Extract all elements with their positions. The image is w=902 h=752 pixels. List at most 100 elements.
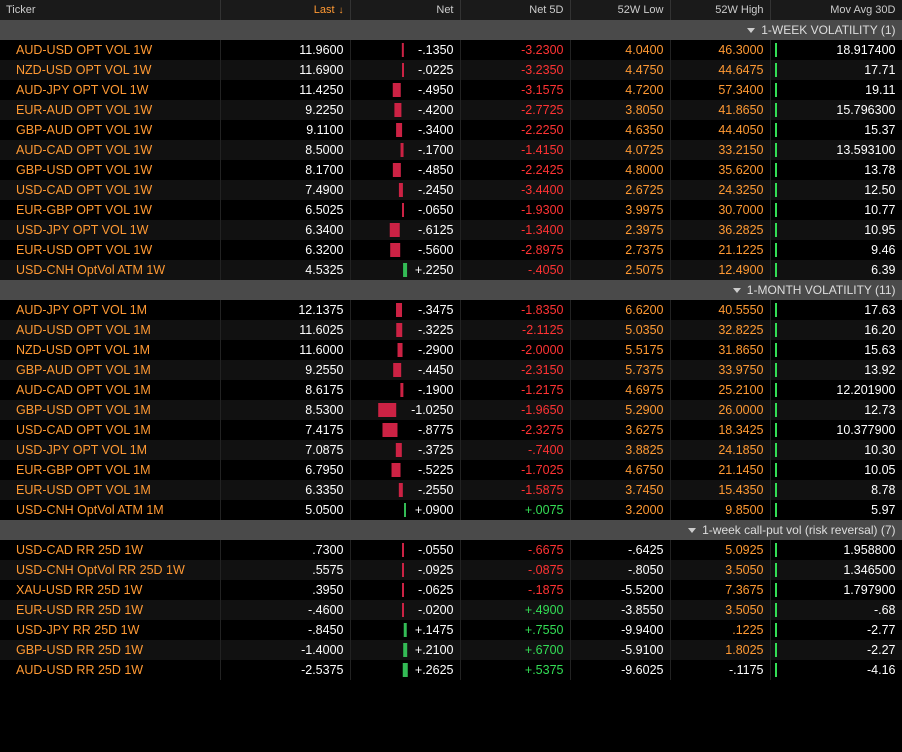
- table-row[interactable]: EUR-GBP OPT VOL 1W6.5025-.0650-1.93003.9…: [0, 200, 902, 220]
- ticker-cell[interactable]: AUD-USD OPT VOL 1M: [0, 320, 220, 340]
- net5d-cell: -.1875: [460, 580, 570, 600]
- ticker-cell[interactable]: EUR-USD RR 25D 1W: [0, 600, 220, 620]
- table-row[interactable]: EUR-AUD OPT VOL 1W9.2250-.4200-2.77253.8…: [0, 100, 902, 120]
- ticker-cell[interactable]: XAU-USD RR 25D 1W: [0, 580, 220, 600]
- net5d-cell: -.6675: [460, 540, 570, 560]
- table-row[interactable]: GBP-USD RR 25D 1W-1.4000+.2100+.6700-5.9…: [0, 640, 902, 660]
- last-cell: .5575: [220, 560, 350, 580]
- net5d-cell: +.7550: [460, 620, 570, 640]
- low-cell: 5.7375: [570, 360, 670, 380]
- column-header-net[interactable]: Net: [350, 0, 460, 20]
- table-row[interactable]: USD-JPY RR 25D 1W-.8450+.1475+.7550-9.94…: [0, 620, 902, 640]
- net-value: +.0900: [415, 503, 454, 517]
- ticker-cell[interactable]: GBP-AUD OPT VOL 1W: [0, 120, 220, 140]
- ticker-cell[interactable]: EUR-USD OPT VOL 1M: [0, 480, 220, 500]
- low-cell: 2.3975: [570, 220, 670, 240]
- column-header-last[interactable]: Last↓: [220, 0, 350, 20]
- last-cell: 7.4900: [220, 180, 350, 200]
- table-row[interactable]: AUD-JPY OPT VOL 1W11.4250-.4950-3.15754.…: [0, 80, 902, 100]
- hi-cell: 1.8025: [670, 640, 770, 660]
- ticker-cell[interactable]: USD-CAD OPT VOL 1W: [0, 180, 220, 200]
- net-cell: -.3400: [350, 120, 460, 140]
- ticker-cell[interactable]: USD-JPY RR 25D 1W: [0, 620, 220, 640]
- table-row[interactable]: AUD-CAD OPT VOL 1W8.5000-.1700-1.41504.0…: [0, 140, 902, 160]
- ticker-cell[interactable]: AUD-CAD OPT VOL 1M: [0, 380, 220, 400]
- table-row[interactable]: USD-JPY OPT VOL 1M7.0875-.3725-.74003.88…: [0, 440, 902, 460]
- mov-avg-cell: 10.95: [770, 220, 902, 240]
- mov-avg-cell: 19.11: [770, 80, 902, 100]
- table-row[interactable]: EUR-GBP OPT VOL 1M6.7950-.5225-1.70254.6…: [0, 460, 902, 480]
- ticker-cell[interactable]: NZD-USD OPT VOL 1W: [0, 60, 220, 80]
- table-row[interactable]: AUD-USD RR 25D 1W-2.5375+.2625+.5375-9.6…: [0, 660, 902, 680]
- table-row[interactable]: EUR-USD RR 25D 1W-.4600-.0200+.4900-3.85…: [0, 600, 902, 620]
- table-row[interactable]: USD-CNH OptVol RR 25D 1W.5575-.0925-.087…: [0, 560, 902, 580]
- caret-down-icon: [747, 28, 755, 33]
- column-header-hi[interactable]: 52W High: [670, 0, 770, 20]
- column-header-mov[interactable]: Mov Avg 30D: [770, 0, 902, 20]
- column-header-ticker[interactable]: Ticker: [0, 0, 220, 20]
- table-row[interactable]: AUD-USD OPT VOL 1M11.6025-.3225-2.11255.…: [0, 320, 902, 340]
- column-header-low[interactable]: 52W Low: [570, 0, 670, 20]
- table-row[interactable]: NZD-USD OPT VOL 1W11.6900-.0225-3.23504.…: [0, 60, 902, 80]
- table-row[interactable]: USD-CNH OptVol ATM 1M5.0500+.0900+.00753…: [0, 500, 902, 520]
- mov-value: 13.593100: [836, 143, 895, 157]
- ticker-cell[interactable]: USD-JPY OPT VOL 1W: [0, 220, 220, 240]
- ticker-cell[interactable]: USD-CAD RR 25D 1W: [0, 540, 220, 560]
- ticker-cell[interactable]: EUR-USD OPT VOL 1W: [0, 240, 220, 260]
- hi-cell: 15.4350: [670, 480, 770, 500]
- ticker-cell[interactable]: AUD-JPY OPT VOL 1M: [0, 300, 220, 320]
- net-cell: -.3475: [350, 300, 460, 320]
- table-row[interactable]: XAU-USD RR 25D 1W.3950-.0625-.1875-5.520…: [0, 580, 902, 600]
- column-header-net5d[interactable]: Net 5D: [460, 0, 570, 20]
- table-row[interactable]: USD-CAD OPT VOL 1M7.4175-.8775-2.32753.6…: [0, 420, 902, 440]
- group-header-row[interactable]: 1-week call-put vol (risk reversal) (7): [0, 520, 902, 540]
- table-row[interactable]: USD-CNH OptVol ATM 1W4.5325+.2250-.40502…: [0, 260, 902, 280]
- ticker-cell[interactable]: NZD-USD OPT VOL 1M: [0, 340, 220, 360]
- ticker-cell[interactable]: AUD-CAD OPT VOL 1W: [0, 140, 220, 160]
- table-row[interactable]: USD-CAD RR 25D 1W.7300-.0550-.6675-.6425…: [0, 540, 902, 560]
- low-cell: 2.6725: [570, 180, 670, 200]
- ticker-cell[interactable]: USD-JPY OPT VOL 1M: [0, 440, 220, 460]
- table-row[interactable]: AUD-USD OPT VOL 1W11.9600-.1350-3.23004.…: [0, 40, 902, 60]
- ticker-cell[interactable]: USD-CAD OPT VOL 1M: [0, 420, 220, 440]
- table-row[interactable]: USD-JPY OPT VOL 1W6.3400-.6125-1.34002.3…: [0, 220, 902, 240]
- ticker-cell[interactable]: EUR-AUD OPT VOL 1W: [0, 100, 220, 120]
- ticker-cell[interactable]: GBP-USD OPT VOL 1M: [0, 400, 220, 420]
- ticker-cell[interactable]: EUR-GBP OPT VOL 1M: [0, 460, 220, 480]
- table-row[interactable]: AUD-CAD OPT VOL 1M8.6175-.1900-1.21754.6…: [0, 380, 902, 400]
- group-header-row[interactable]: 1-MONTH VOLATILITY (11): [0, 280, 902, 300]
- net5d-cell: -2.3150: [460, 360, 570, 380]
- ticker-cell[interactable]: USD-CNH OptVol RR 25D 1W: [0, 560, 220, 580]
- ticker-cell[interactable]: GBP-USD OPT VOL 1W: [0, 160, 220, 180]
- net-value: +.1475: [415, 623, 454, 637]
- table-row[interactable]: GBP-AUD OPT VOL 1M9.2550-.4450-2.31505.7…: [0, 360, 902, 380]
- low-cell: 4.0725: [570, 140, 670, 160]
- net-bar-icon: [389, 223, 400, 237]
- table-row[interactable]: GBP-USD OPT VOL 1M8.5300-1.0250-1.96505.…: [0, 400, 902, 420]
- table-row[interactable]: NZD-USD OPT VOL 1M11.6000-.2900-2.00005.…: [0, 340, 902, 360]
- net-cell: -.0925: [350, 560, 460, 580]
- table-row[interactable]: EUR-USD OPT VOL 1W6.3200-.5600-2.89752.7…: [0, 240, 902, 260]
- ticker-cell[interactable]: AUD-USD OPT VOL 1W: [0, 40, 220, 60]
- ticker-cell[interactable]: USD-CNH OptVol ATM 1M: [0, 500, 220, 520]
- net5d-cell: -3.2350: [460, 60, 570, 80]
- ticker-cell[interactable]: AUD-JPY OPT VOL 1W: [0, 80, 220, 100]
- table-row[interactable]: EUR-USD OPT VOL 1M6.3350-.2550-1.58753.7…: [0, 480, 902, 500]
- ticker-cell[interactable]: AUD-USD RR 25D 1W: [0, 660, 220, 680]
- table-row[interactable]: GBP-AUD OPT VOL 1W9.1100-.3400-2.22504.6…: [0, 120, 902, 140]
- last-cell: .7300: [220, 540, 350, 560]
- net-value: -.4200: [418, 103, 453, 117]
- ticker-cell[interactable]: GBP-USD RR 25D 1W: [0, 640, 220, 660]
- ticker-cell[interactable]: USD-CNH OptVol ATM 1W: [0, 260, 220, 280]
- mov-tick-icon: [775, 243, 777, 257]
- hi-cell: 33.9750: [670, 360, 770, 380]
- low-cell: 4.6975: [570, 380, 670, 400]
- ticker-cell[interactable]: EUR-GBP OPT VOL 1W: [0, 200, 220, 220]
- table-row[interactable]: AUD-JPY OPT VOL 1M12.1375-.3475-1.83506.…: [0, 300, 902, 320]
- last-cell: 6.7950: [220, 460, 350, 480]
- net5d-cell: +.0075: [460, 500, 570, 520]
- ticker-cell[interactable]: GBP-AUD OPT VOL 1M: [0, 360, 220, 380]
- group-header-row[interactable]: 1-WEEK VOLATILITY (1): [0, 20, 902, 40]
- table-row[interactable]: GBP-USD OPT VOL 1W8.1700-.4850-2.24254.8…: [0, 160, 902, 180]
- table-row[interactable]: USD-CAD OPT VOL 1W7.4900-.2450-3.44002.6…: [0, 180, 902, 200]
